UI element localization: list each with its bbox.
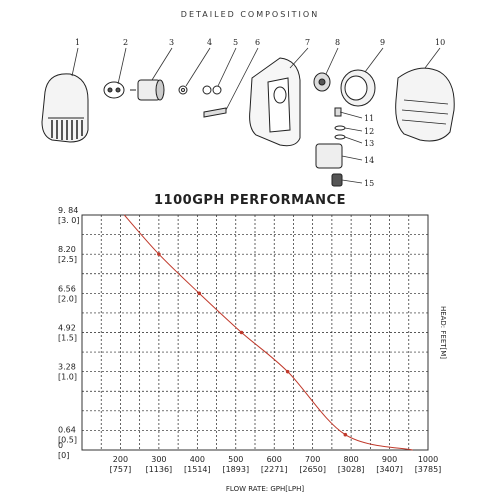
- part-rings-illustration: [178, 85, 222, 95]
- y-tick-label: 0: [58, 441, 63, 450]
- x-axis-label: FLOW RATE: GPH[LPH]: [226, 485, 304, 493]
- callout-9: 9: [380, 38, 385, 47]
- curve-markers: [157, 252, 348, 437]
- y-tick-label: 4.92: [58, 324, 76, 333]
- x-tick-sublabel: [757]: [110, 465, 132, 474]
- y-tick-sublabel: [2.0]: [58, 294, 77, 303]
- callout-7: 7: [305, 38, 310, 47]
- callout-3: 3: [169, 38, 174, 47]
- callout-leaders: [71, 47, 441, 184]
- exploded-parts-diagram: 1 2 3 4 5 6 7 8 9 10 11 12 13 14 15: [41, 38, 455, 188]
- x-tick-sublabel: [2271]: [261, 465, 288, 474]
- callout-13: 13: [364, 139, 374, 148]
- curve-marker: [197, 291, 202, 296]
- x-tick-label: 600: [267, 455, 282, 464]
- y-tick-sublabel: [1.5]: [58, 334, 77, 343]
- y-tick-label: 3.28: [58, 363, 76, 372]
- chart-grid: [81, 215, 429, 450]
- callout-6: 6: [255, 38, 260, 47]
- part-impeller-illustration: [313, 72, 331, 92]
- part-cover-illustration: [41, 73, 89, 143]
- x-tick-label: 300: [151, 455, 166, 464]
- x-tick-sublabel: [2650]: [299, 465, 326, 474]
- composition-title: DETAILED COMPOSITION: [180, 10, 320, 19]
- x-tick-sublabel: [3028]: [338, 465, 365, 474]
- part-fittings-illustration: [315, 107, 346, 187]
- y-tick-label: 9. 84: [58, 206, 78, 215]
- y-tick-sublabel: [0]: [58, 451, 69, 460]
- y-tick-label: 0.64: [58, 426, 76, 435]
- y-tick-label: 6.56: [58, 284, 76, 293]
- part-pump-body-illustration: [249, 57, 301, 147]
- x-tick-label: 400: [190, 455, 205, 464]
- callout-8: 8: [335, 38, 340, 47]
- part-bracket-illustration: [203, 107, 227, 118]
- y-tick-sublabel: [3. 0]: [58, 216, 80, 225]
- y-axis-label: HEAD: FEET[M]: [439, 306, 447, 359]
- y-tick-sublabel: [0.5]: [58, 436, 77, 445]
- part-gasket-illustration: [103, 81, 125, 99]
- callout-15: 15: [364, 179, 374, 188]
- curve-marker: [343, 432, 348, 437]
- curve-marker: [239, 330, 244, 335]
- y-tick-sublabel: [1.0]: [58, 373, 77, 382]
- x-tick-label: 900: [382, 455, 397, 464]
- callout-5: 5: [233, 38, 238, 47]
- part-motor-illustration: [130, 79, 165, 101]
- x-tick-sublabel: [3785]: [415, 465, 442, 474]
- plot-frame: [81, 214, 429, 451]
- x-tick-sublabel: [1514]: [184, 465, 211, 474]
- x-axis-ticks: 200[757]300[1136]400[1514]500[1893]600[2…: [110, 455, 442, 474]
- x-tick-label: 1000: [418, 455, 438, 464]
- callout-4: 4: [207, 38, 212, 47]
- x-tick-sublabel: [1893]: [222, 465, 249, 474]
- callout-2: 2: [123, 38, 128, 47]
- chart-title: 1100GPH PERFORMANCE: [154, 193, 346, 208]
- curve-marker: [285, 369, 290, 374]
- x-tick-label: 800: [343, 455, 358, 464]
- curve-marker: [157, 252, 161, 256]
- x-tick-label: 500: [228, 455, 243, 464]
- callout-1: 1: [75, 38, 80, 47]
- y-axis-ticks: 0[0] 0.64[0.5] 3.28[1.0] 4.92[1.5] 6.56[2.0]…: [58, 206, 80, 460]
- part-base-housing-illustration: [395, 67, 455, 142]
- x-tick-sublabel: [1136]: [146, 465, 173, 474]
- y-tick-sublabel: [2.5]: [58, 255, 77, 264]
- x-tick-label: 200: [113, 455, 128, 464]
- callout-10: 10: [435, 38, 445, 47]
- x-tick-sublabel: [3407]: [376, 465, 403, 474]
- part-volute-illustration: [340, 69, 376, 107]
- x-tick-label: 700: [305, 455, 320, 464]
- callout-11: 11: [364, 114, 374, 123]
- callout-numbers: 1 2 3 4 5 6 7 8 9 10 11 12 13 14 15: [75, 38, 445, 188]
- callout-12: 12: [364, 127, 374, 136]
- y-tick-label: 8.20: [58, 245, 76, 254]
- callout-14: 14: [364, 156, 374, 165]
